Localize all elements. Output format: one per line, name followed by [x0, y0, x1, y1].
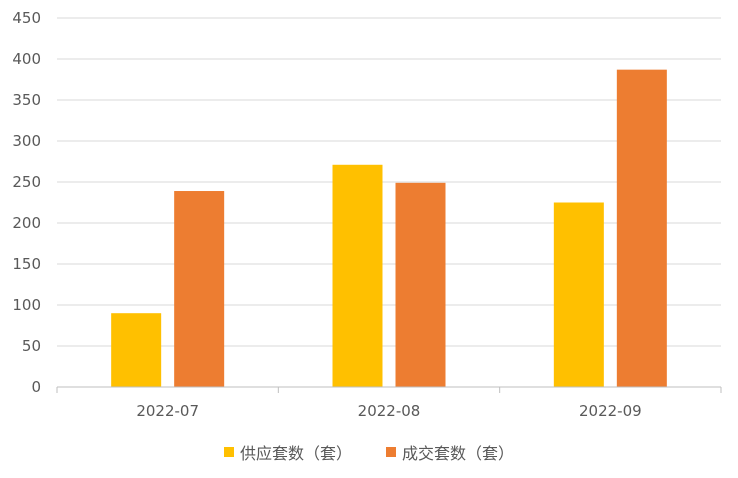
y-tick-label: 300: [12, 132, 41, 150]
x-tick-label: 2022-07: [136, 402, 199, 420]
bar-deals-2022-08: [395, 182, 446, 387]
legend-item-supply: 供应套数（套）: [223, 440, 352, 464]
y-tick-label: 150: [12, 255, 41, 273]
bar-deals-2022-09: [616, 69, 667, 387]
x-axis: [56, 386, 722, 393]
y-tick-label: 350: [12, 91, 41, 109]
y-axis-tick-labels: 0 50 100 150 200 250 300 350 400 450: [12, 9, 41, 396]
gridlines: [57, 17, 721, 347]
bar-supply-2022-09: [553, 202, 604, 387]
y-tick-label: 0: [31, 378, 41, 396]
x-tick-label: 2022-08: [358, 402, 421, 420]
bar-supply-2022-08: [332, 164, 383, 387]
legend-swatch-supply: [223, 447, 234, 457]
y-tick-label: 50: [22, 337, 41, 355]
y-tick-label: 450: [12, 9, 41, 27]
legend-item-deals: 成交套数（套）: [386, 440, 514, 464]
x-axis-tick-labels: 2022-07 2022-08 2022-09: [136, 402, 641, 420]
bars: [111, 69, 667, 387]
y-tick-label: 200: [12, 214, 41, 232]
bar-supply-2022-07: [111, 313, 162, 387]
legend-swatch-deals: [386, 447, 396, 457]
legend-label-supply: 供应套数（套）: [239, 444, 352, 463]
y-tick-label: 250: [12, 173, 41, 191]
legend-label-deals: 成交套数（套）: [402, 444, 515, 463]
y-tick-label: 100: [12, 296, 41, 314]
bar-deals-2022-07: [174, 191, 225, 387]
x-tick-label: 2022-09: [579, 402, 642, 420]
legend: 供应套数（套） 成交套数（套）: [0, 440, 738, 464]
y-tick-label: 400: [12, 50, 41, 68]
